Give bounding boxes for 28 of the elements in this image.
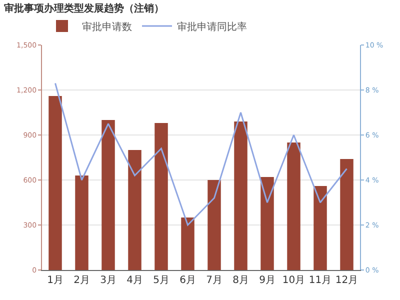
bar — [75, 176, 88, 270]
x-tick-label: 5月 — [153, 275, 170, 286]
x-tick-label: 7月 — [206, 275, 222, 286]
bar — [181, 218, 194, 270]
x-tick-label: 6月 — [180, 275, 196, 286]
x-tick-label: 2月 — [74, 275, 90, 286]
x-tick-label: 12月 — [335, 275, 358, 286]
x-tick-label: 1月 — [47, 275, 64, 286]
x-tick-label: 11月 — [308, 275, 332, 286]
bar — [48, 96, 62, 270]
x-tick-label: 4月 — [126, 275, 143, 286]
bar — [340, 159, 354, 270]
chart-title: 审批事项办理类型发展趋势（注销） — [4, 2, 164, 14]
legend-label: 审批申请数 — [82, 20, 132, 33]
x-tick-label: 10月 — [282, 275, 306, 286]
bar — [208, 180, 221, 270]
bar — [102, 120, 115, 270]
x-tick-label: 8月 — [232, 275, 249, 286]
legend-label: 审批申请同比率 — [177, 20, 247, 33]
bar — [287, 142, 300, 270]
bar — [128, 150, 142, 270]
line-series — [54, 82, 348, 226]
bar — [260, 177, 274, 270]
x-tick-label: 3月 — [100, 275, 116, 286]
bar — [234, 122, 248, 270]
x-tick-label: 9月 — [259, 275, 276, 286]
bar — [314, 186, 327, 270]
bar — [154, 123, 168, 270]
